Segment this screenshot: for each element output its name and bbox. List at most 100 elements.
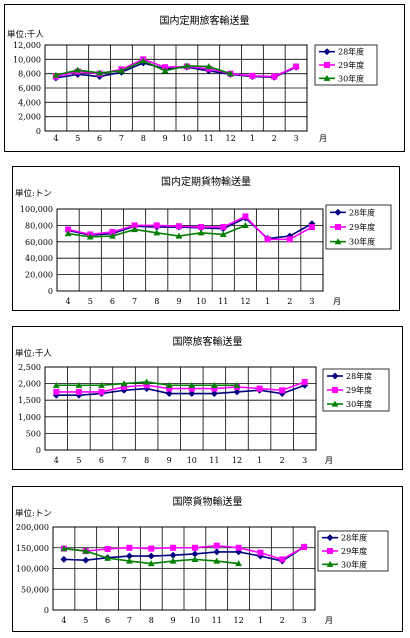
plot-area — [56, 208, 324, 292]
legend-marker — [323, 74, 331, 81]
x-tick-label: 9 — [171, 616, 176, 625]
y-tick-label: 2,000 — [18, 113, 41, 122]
y-tick-label: 2,000 — [18, 380, 41, 389]
x-tick-label: 7 — [132, 297, 137, 306]
data-point — [210, 381, 218, 388]
series-line — [63, 544, 305, 561]
data-point — [82, 556, 90, 564]
legend-label: 30年度 — [349, 237, 375, 247]
x-tick-label: 3 — [302, 616, 307, 625]
x-tick-label: 1 — [258, 616, 263, 625]
x-tick-label: 5 — [76, 456, 81, 465]
data-point — [82, 547, 90, 554]
chart-title: 国際貨物輸送量 — [172, 497, 243, 508]
data-point — [98, 388, 105, 395]
data-point — [109, 232, 116, 239]
x-tick-label: 1 — [250, 134, 255, 143]
x-tick-label: 4 — [53, 134, 58, 143]
data-point — [264, 236, 271, 243]
data-point — [219, 231, 227, 238]
x-tick-label: 3 — [302, 456, 307, 465]
chart-domestic-passenger: 0 2,000 4,000 6,000 8,000 10,000 12,000 4 5 6 7 8 9 1… — [13, 41, 378, 143]
x-axis-unit: 月 — [333, 297, 341, 306]
x-axis-unit: 月 — [325, 456, 333, 465]
data-point — [98, 381, 105, 388]
x-tick-label: 2 — [280, 616, 285, 625]
x-tick-label: 4 — [66, 297, 71, 306]
data-point — [126, 544, 133, 551]
legend-marker — [334, 208, 342, 216]
x-tick-label: 2 — [272, 134, 277, 143]
legend-label: 30年度 — [338, 73, 364, 83]
legend-label: 30年度 — [346, 399, 372, 409]
data-point — [235, 544, 242, 551]
data-point — [52, 381, 60, 388]
unit-label: 単位:千人 — [15, 349, 52, 359]
x-tick-label: 8 — [141, 134, 146, 143]
data-point — [170, 544, 177, 551]
data-point — [143, 382, 150, 389]
chart-title: 国内定期貨物輸送量 — [161, 177, 251, 188]
legend-marker — [331, 400, 339, 407]
series-line — [56, 384, 305, 397]
data-point — [249, 72, 256, 79]
y-tick-label: 20,000 — [25, 271, 53, 280]
plot-area — [44, 366, 317, 451]
data-point — [118, 67, 125, 74]
x-tick-label: 11 — [212, 616, 222, 625]
x-tick-label: 11 — [218, 297, 228, 306]
y-tick-label: 0 — [48, 287, 53, 296]
x-tick-label: 7 — [127, 616, 132, 625]
data-point — [188, 381, 196, 388]
data-point — [60, 555, 68, 563]
y-tick-label: 50,000 — [21, 585, 49, 594]
chart-title: 国際旅客輸送量 — [172, 337, 243, 348]
legend-label: 29年度 — [346, 385, 372, 395]
y-tick-label: 100,000 — [20, 205, 53, 214]
x-tick-label: 1 — [265, 297, 270, 306]
data-point — [197, 229, 205, 236]
data-point — [256, 385, 263, 392]
data-point — [53, 388, 60, 395]
data-point — [165, 381, 173, 388]
series-line — [67, 215, 313, 241]
series-line — [67, 217, 313, 240]
series-line — [55, 58, 297, 78]
y-tick-label: 10,000 — [13, 55, 41, 64]
legend-label: 29年度 — [349, 222, 375, 232]
x-tick-label: 10 — [187, 456, 197, 465]
data-point — [211, 385, 218, 392]
data-point — [257, 549, 264, 556]
data-point — [52, 71, 60, 78]
series-1 — [53, 378, 308, 395]
data-point — [169, 551, 177, 559]
y-tick-label: 6,000 — [18, 84, 41, 93]
data-point — [235, 560, 242, 567]
legend: 28年度 29年度 30年度 — [322, 368, 390, 412]
x-tick-label: 11 — [204, 134, 214, 143]
data-point — [191, 544, 198, 551]
series-2 — [52, 378, 241, 388]
data-point — [166, 385, 173, 392]
x-tick-label: 2 — [287, 297, 292, 306]
series-2 — [52, 57, 234, 78]
data-point — [75, 388, 82, 395]
x-tick-label: 1 — [257, 456, 262, 465]
unit-label: 単位:千人 — [7, 30, 44, 40]
legend-marker — [326, 534, 334, 542]
data-point — [286, 236, 293, 243]
data-point — [233, 381, 241, 388]
unit-label: 単位:トン — [15, 509, 52, 519]
series-line — [56, 381, 305, 393]
series-2 — [64, 222, 249, 240]
data-point — [213, 542, 220, 549]
y-tick-label: 1,500 — [18, 396, 41, 405]
data-point — [227, 70, 234, 77]
y-tick-label: 0 — [36, 446, 41, 455]
y-tick-label: 0 — [36, 127, 41, 136]
y-tick-label: 0 — [44, 606, 49, 615]
legend-label: 30年度 — [341, 559, 367, 569]
data-point — [161, 67, 169, 74]
data-point — [74, 66, 82, 73]
